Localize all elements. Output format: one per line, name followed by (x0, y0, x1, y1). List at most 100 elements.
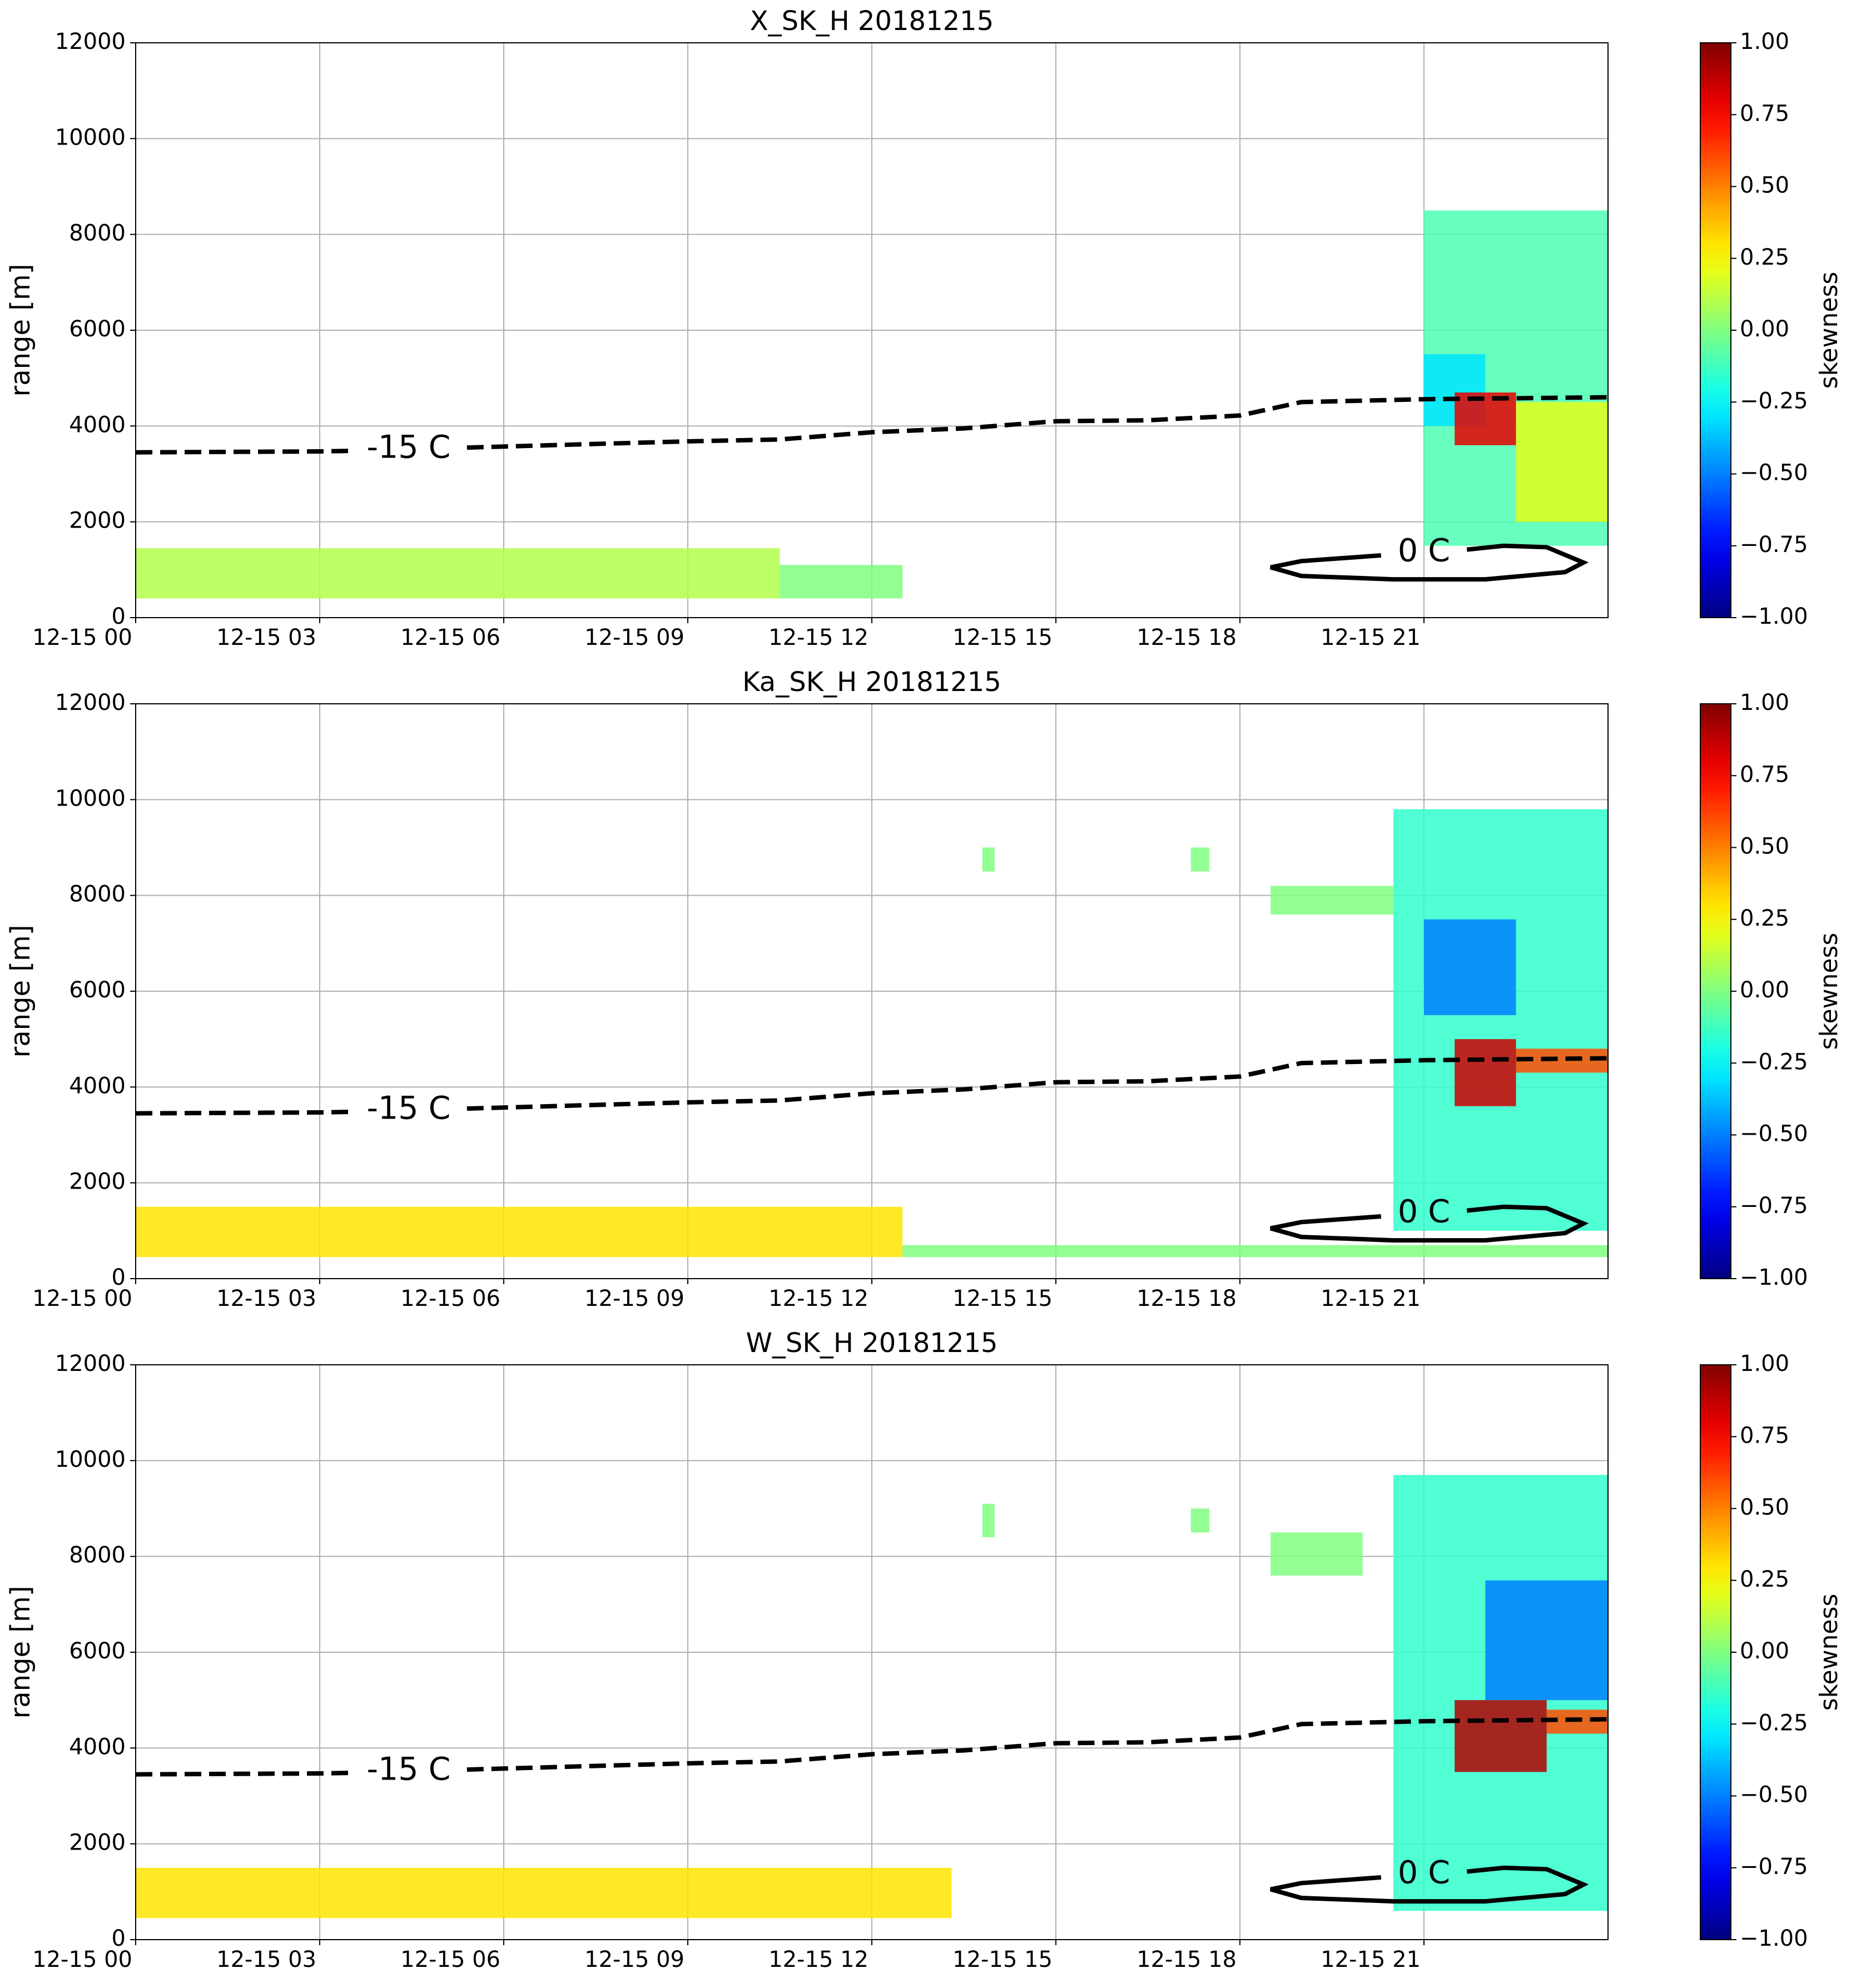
colorbar-tick-label: 1.00 (1740, 690, 1789, 715)
colorbar-tick-label: −1.00 (1740, 1926, 1808, 1951)
y-tick-label: 6000 (69, 977, 126, 1003)
heatmap-cell (780, 565, 903, 599)
heatmap-cell (1190, 1508, 1209, 1533)
heatmap-cell (136, 548, 780, 599)
colorbar-tick-label: −0.75 (1740, 1193, 1808, 1219)
x-tick-label: 12-15 09 (584, 1286, 684, 1311)
x-tick-label: 12-15 15 (952, 1947, 1053, 1972)
x-tick-label: 12-15 12 (768, 1286, 869, 1311)
colorbar-tick-label: −0.25 (1740, 1710, 1808, 1736)
y-tick-label: 0 (112, 1926, 126, 1951)
colorbar (1700, 703, 1731, 1279)
x-tick-label: 12-15 00 (32, 625, 132, 650)
plot-frame (135, 703, 1609, 1279)
heatmap-cell (1516, 402, 1608, 522)
y-tick-label: 8000 (69, 882, 126, 907)
plot-area (136, 210, 1608, 599)
colorbar-label: skewness (1815, 1594, 1843, 1711)
x-tick-label: 12-15 06 (400, 625, 500, 650)
y-tick-label: 6000 (69, 1638, 126, 1664)
x-tick-label: 12-15 21 (1321, 1286, 1421, 1311)
colorbar-tick-label: 1.00 (1740, 1351, 1789, 1376)
colorbar-tick-label: 0.25 (1740, 906, 1789, 931)
x-tick-label: 12-15 18 (1137, 625, 1237, 650)
heatmap-cell (1271, 1532, 1363, 1576)
colorbar-tick-label: 0.50 (1740, 1495, 1789, 1520)
heatmap-cell (982, 1503, 995, 1538)
colorbar-tick-label: −0.75 (1740, 1854, 1808, 1880)
colorbar-tick-label: −1.00 (1740, 604, 1808, 629)
x-tick-label: 12-15 09 (584, 625, 684, 650)
colorbar-tick-label: 0.75 (1740, 1423, 1789, 1448)
x-tick-label: 12-15 18 (1137, 1947, 1237, 1972)
heatmap-cell (902, 1245, 1608, 1258)
isotherm-label: 0 C (1398, 532, 1450, 569)
heatmap-cell (1271, 886, 1393, 915)
isotherm-label: 0 C (1398, 1193, 1450, 1230)
heatmap-cell (136, 1867, 952, 1919)
heatmap-cell (1190, 847, 1209, 872)
y-tick-label: 2000 (69, 508, 126, 534)
colorbar (1700, 1364, 1731, 1940)
x-tick-label: 12-15 15 (952, 625, 1053, 650)
x-tick-label: 12-15 12 (768, 625, 869, 650)
isotherm-label: 0 C (1398, 1854, 1450, 1891)
colorbar-tick-label: 0.00 (1740, 316, 1789, 342)
x-tick-label: 12-15 00 (32, 1286, 132, 1311)
x-tick-label: 12-15 03 (216, 1286, 316, 1311)
colorbar-tick-label: −0.25 (1740, 388, 1808, 414)
y-tick-label: 12000 (55, 29, 126, 54)
isotherm-line (136, 1717, 1608, 1777)
colorbar-tick-label: −0.50 (1740, 1782, 1808, 1808)
heatmap-cell (1455, 392, 1516, 445)
colorbar-tick-label: −0.25 (1740, 1049, 1808, 1075)
y-tick-label: 12000 (55, 1351, 126, 1376)
y-tick-label: 4000 (69, 412, 126, 438)
colorbar (1700, 42, 1731, 618)
heatmap-cell (1485, 1580, 1608, 1701)
y-tick-label: 0 (112, 1265, 126, 1290)
isotherm-line (136, 1056, 1608, 1116)
x-tick-label: 12-15 18 (1137, 1286, 1237, 1311)
heatmap-cell (1393, 809, 1608, 1231)
heatmap-cell (982, 847, 995, 872)
isotherm-line (1270, 1204, 1589, 1243)
isotherm-line (1270, 1865, 1589, 1904)
y-axis-label: range [m] (5, 264, 36, 396)
colorbar-tick-label: −1.00 (1740, 1265, 1808, 1290)
colorbar-tick-label: −0.50 (1740, 460, 1808, 486)
colorbar-label: skewness (1815, 933, 1843, 1050)
y-tick-label: 4000 (69, 1073, 126, 1099)
colorbar-tick-label: 0.50 (1740, 173, 1789, 198)
y-tick-label: 4000 (69, 1734, 126, 1760)
y-tick-label: 2000 (69, 1830, 126, 1856)
x-tick-label: 12-15 03 (216, 625, 316, 650)
y-tick-label: 12000 (55, 690, 126, 715)
x-tick-label: 12-15 21 (1321, 1947, 1421, 1972)
heatmap-cell (136, 1206, 903, 1258)
y-tick-label: 10000 (55, 1447, 126, 1472)
chart-title: X_SK_H 20181215 (750, 6, 994, 37)
x-tick-label: 12-15 12 (768, 1947, 869, 1972)
y-tick-label: 0 (112, 604, 126, 629)
colorbar-tick-label: 0.00 (1740, 1638, 1789, 1664)
colorbar-tick-label: 0.50 (1740, 834, 1789, 859)
colorbar-tick-label: 1.00 (1740, 29, 1789, 54)
chart-title: W_SK_H 20181215 (746, 1328, 998, 1359)
heatmap-cell (1424, 919, 1516, 1016)
y-tick-label: 10000 (55, 786, 126, 811)
x-tick-label: 12-15 09 (584, 1947, 684, 1972)
colorbar-tick-label: −0.50 (1740, 1121, 1808, 1147)
y-tick-label: 2000 (69, 1169, 126, 1195)
plot-frame (135, 1364, 1609, 1940)
plot-frame (135, 42, 1609, 618)
x-tick-label: 12-15 06 (400, 1286, 500, 1311)
y-axis-label: range [m] (5, 1586, 36, 1718)
y-tick-label: 10000 (55, 125, 126, 150)
isotherm-label: -15 C (366, 1090, 450, 1127)
isotherm-line (1270, 543, 1589, 582)
y-tick-label: 8000 (69, 221, 126, 246)
x-tick-label: 12-15 03 (216, 1947, 316, 1972)
